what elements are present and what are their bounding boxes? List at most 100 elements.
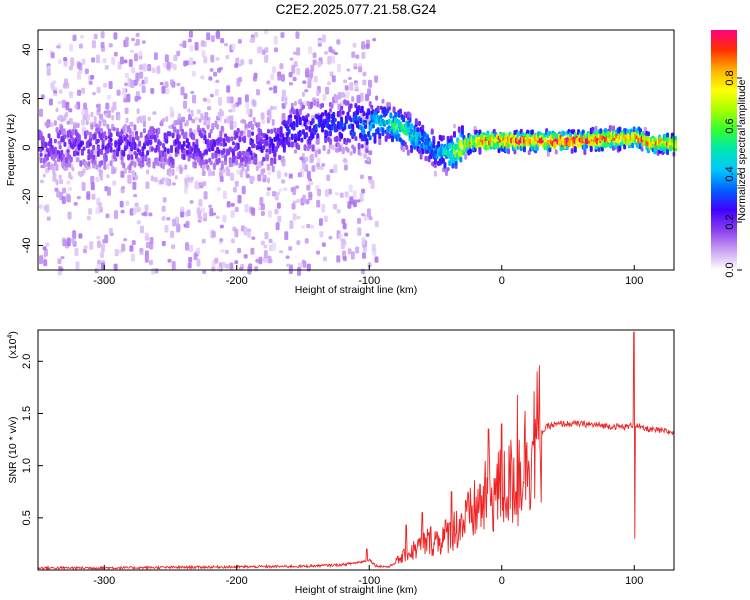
spectrogram-noise-cell <box>251 176 256 181</box>
spectrogram-noise-cell <box>176 50 181 57</box>
spectrogram-ridge-cell <box>246 151 250 158</box>
spectrogram-noise-cell <box>243 226 248 236</box>
spectrogram-ridge-cell <box>235 159 239 166</box>
spectrogram-ridge-cell <box>297 144 301 151</box>
spectrogram-ridge-cell <box>378 132 382 140</box>
spectrogram-noise-cell <box>366 208 371 218</box>
spectrogram-ridge-cell <box>42 173 46 178</box>
colorbar-tick-label: 0.2 <box>724 214 736 229</box>
spectrogram-noise-cell <box>360 213 365 217</box>
spectrogram-noise-cell <box>357 217 362 224</box>
spectrogram-noise-cell <box>230 238 235 244</box>
spectrogram-ridge-cell <box>138 140 142 147</box>
spectrogram-ridge-cell <box>452 130 456 138</box>
spectrogram-noise-cell <box>327 188 332 195</box>
spectrogram-noise-cell <box>69 91 74 99</box>
spectrogram-x-ticks: -300 -200 -100 0 100 <box>93 265 643 287</box>
spectrogram-ridge-cell <box>100 160 104 166</box>
spectrogram-noise-cell <box>295 31 300 39</box>
spectrogram-noise-cell <box>288 173 293 179</box>
spectrogram-noise-cell <box>350 251 355 260</box>
spectrogram-noise-cell <box>134 202 139 207</box>
spectrogram-noise-cell <box>232 187 237 193</box>
spectrogram-noise-cell <box>176 223 181 233</box>
spectrogram-noise-cell <box>162 197 167 203</box>
spectrogram-noise-cell <box>304 89 309 93</box>
spectrogram-noise-cell <box>66 237 71 247</box>
spectrogram-ridge-cell <box>134 174 138 181</box>
spectrogram-ridge-cell <box>546 150 550 157</box>
spectrogram-ridge-cell <box>405 144 409 150</box>
spectrogram-ridge-cell <box>65 111 69 118</box>
spectrogram-noise-cell <box>323 215 328 222</box>
spectrogram-noise-cell <box>113 32 118 40</box>
spectrogram-ridge-cell <box>190 109 194 117</box>
spectrogram-ridge-cell <box>109 137 113 143</box>
spectrogram-ridge-cell <box>367 109 371 116</box>
spectrogram-ridge-cell <box>432 135 436 141</box>
spectrogram-ridge-cell <box>80 150 84 155</box>
spectrogram-ridge-cell <box>133 141 137 149</box>
spectrogram-ridge-cell <box>98 120 102 127</box>
spectrogram-ridge-cell <box>473 125 477 130</box>
spectrogram-ridge-cell <box>93 116 97 122</box>
spectrogram-ridge-cell <box>193 161 197 166</box>
spectrogram-noise-cell <box>119 200 124 208</box>
spectrogram-ridge-cell <box>273 151 277 158</box>
spectrogram-noise-cell <box>72 34 77 42</box>
spectrogram-ridge-cell <box>311 144 315 152</box>
spectrogram-ridge-cell <box>348 138 352 143</box>
spectrogram-noise-cell <box>120 209 125 214</box>
spectrogram-noise-cell <box>141 40 146 44</box>
spectrogram-ridge-cell <box>449 138 453 143</box>
spectrogram-ridge-cell <box>85 129 89 136</box>
spectrogram-ridge-cell <box>45 147 49 153</box>
spectrogram-ridge-cell <box>460 129 464 135</box>
spectrogram-ridge-cell <box>674 135 677 141</box>
spectrogram-ridge-cell <box>87 148 91 155</box>
spectrogram-ridge-cell <box>128 127 132 135</box>
spectrogram-ridge-cell <box>69 175 73 180</box>
spectrogram-ridge-cell <box>201 115 205 121</box>
spectrogram-noise-cell <box>190 90 195 95</box>
spectrogram-ridge-cell <box>271 143 275 148</box>
spectrogram-ridge-cell <box>217 149 221 155</box>
spectrogram-noise-cell <box>347 76 352 80</box>
spectrogram-ridge-cell <box>195 138 199 145</box>
spectrogram-ridge-cell <box>270 138 274 145</box>
spectrogram-ridge-cell <box>106 148 110 154</box>
spectrogram-noise-cell <box>102 58 107 64</box>
spectrogram-ridge-cell <box>184 177 188 184</box>
spectrogram-ridge-cell <box>599 128 603 134</box>
spectrogram-ridge-cell <box>584 144 588 149</box>
spectrogram-ridge-cell <box>262 174 266 179</box>
snr-x-label: Height of straight line (km) <box>295 584 418 596</box>
spectrogram-ridge-cell <box>301 152 305 158</box>
spectrogram-noise-cell <box>153 52 158 60</box>
spectrogram-ridge-cell <box>626 129 630 134</box>
spectrogram-noise-cell <box>97 240 102 248</box>
spectrogram-ridge-cell <box>72 123 76 131</box>
spectrogram-x-label: Height of straight line (km) <box>295 284 418 296</box>
spectrogram-ridge-cell <box>134 131 138 136</box>
spectrogram-noise-cell <box>129 208 134 216</box>
spectrogram-ridge-cell <box>219 130 223 137</box>
spectrogram-noise-cell <box>251 236 256 240</box>
spectrogram-noise-cell <box>214 88 219 96</box>
spectrogram-ridge-cell <box>125 133 129 139</box>
spectrogram-noise-cell <box>102 238 107 244</box>
spectrogram-noise-cell <box>145 241 150 249</box>
spectrogram-ridge-cell <box>88 137 92 143</box>
spectrogram-noise-cell <box>337 63 342 73</box>
spectrogram-ridge-cell <box>418 140 422 145</box>
spectrogram-ridge-cell <box>344 119 348 124</box>
spectrogram-noise-cell <box>359 193 364 202</box>
spectrogram-ridge-cell <box>427 137 431 143</box>
spectrogram-noise-cell <box>291 203 296 210</box>
spectrogram-ridge-cell <box>357 148 361 155</box>
spectrogram-ridge-cell <box>632 126 636 133</box>
spectrogram-noise-cell <box>200 75 205 80</box>
spectrogram-noise-cell <box>162 62 167 68</box>
x-tick-label: 100 <box>625 575 643 587</box>
spectrogram-ridge-cell <box>346 100 350 105</box>
